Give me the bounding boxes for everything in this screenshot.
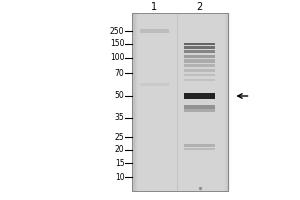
Bar xyxy=(184,59,215,63)
Text: 15: 15 xyxy=(115,159,124,168)
Bar xyxy=(184,46,215,49)
Bar xyxy=(184,68,215,72)
Bar xyxy=(184,148,215,150)
Bar xyxy=(184,79,215,81)
Text: 1: 1 xyxy=(152,2,158,12)
Bar xyxy=(140,29,169,33)
Bar xyxy=(132,13,228,191)
Bar xyxy=(184,50,215,53)
Bar xyxy=(184,64,215,67)
Text: 50: 50 xyxy=(115,92,124,100)
Bar xyxy=(184,93,215,99)
Bar xyxy=(184,55,215,58)
Text: 100: 100 xyxy=(110,53,124,62)
Text: 150: 150 xyxy=(110,40,124,48)
Text: 35: 35 xyxy=(115,114,124,122)
Text: 70: 70 xyxy=(115,68,124,77)
Bar xyxy=(184,43,215,45)
Bar xyxy=(184,144,215,147)
Text: 25: 25 xyxy=(115,132,124,142)
Text: 10: 10 xyxy=(115,172,124,182)
Text: 250: 250 xyxy=(110,26,124,36)
Text: 2: 2 xyxy=(196,2,202,12)
Bar xyxy=(140,82,169,86)
Bar xyxy=(184,74,215,76)
Text: 20: 20 xyxy=(115,146,124,154)
Bar xyxy=(184,109,215,112)
Bar xyxy=(184,105,215,109)
